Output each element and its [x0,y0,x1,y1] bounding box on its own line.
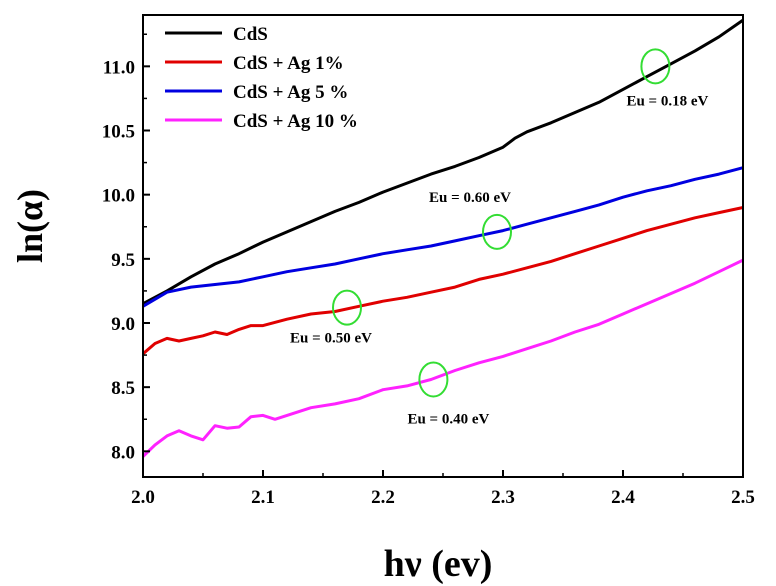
x-tick-label-5: 2.5 [731,487,755,508]
annotation-label-0: Eu = 0.18 eV [626,93,708,109]
y-tick-label-4: 10.0 [102,186,135,207]
annotation-circle-2 [332,289,362,326]
annotation-label-3: Eu = 0.40 eV [407,411,489,427]
y-tick-label-1: 8.5 [111,378,135,399]
legend-label-0: CdS [233,24,268,45]
y-tick-label-5: 10.5 [102,122,135,143]
annotation-circle-3 [418,361,449,398]
axes-layer [142,14,744,478]
annotation-layer: Eu = 0.18 eV Eu = 0.60 eV Eu = 0.50 eV Eu =… [290,48,709,427]
annotation-label-2: Eu = 0.50 eV [290,331,372,347]
label-layer: 2.0 2.1 2.2 2.3 2.4 2.5 8.0 8.5 9.0 9.5 10.0 10.5 11… [10,57,755,585]
y-tick-label-3: 9.5 [111,250,135,271]
annotation-label-1: Eu = 0.60 eV [429,190,511,206]
x-axis-title: hν (ev) [384,543,493,585]
annotation-circle-1 [482,213,512,250]
y-tick-label-0: 8.0 [111,442,135,463]
x-tick-label-4: 2.4 [611,487,635,508]
legend-label-1: CdS + Ag 1% [233,53,344,74]
series-line-1 [142,206,744,355]
y-axis-title: ln(α) [10,189,50,263]
y-tick-label-6: 11.0 [103,57,135,78]
legend-layer: CdS CdS + Ag 1% CdS + Ag 5 % CdS + Ag 10 % [165,24,358,132]
series-line-2 [142,166,744,308]
x-tick-label-1: 2.1 [251,487,275,508]
series-layer [141,18,744,458]
x-tick-label-2: 2.2 [371,487,395,508]
annotation-circle-0 [640,48,671,85]
x-tick-label-0: 2.0 [131,487,155,508]
x-tick-label-3: 2.3 [491,487,515,508]
legend-label-2: CdS + Ag 5 % [233,82,348,103]
legend-label-3: CdS + Ag 10 % [233,111,358,132]
series-line-0 [142,18,744,306]
y-tick-label-2: 9.0 [111,314,135,335]
series-line-3 [141,258,744,458]
